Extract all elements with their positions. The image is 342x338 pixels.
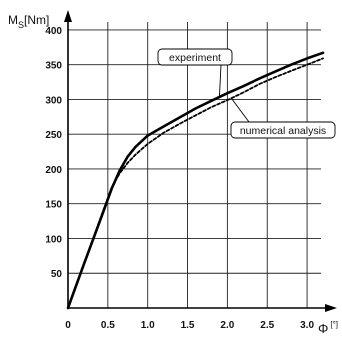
x-axis-title: Φ [°] <box>318 320 338 336</box>
y-tick-label: 100 <box>45 234 62 245</box>
x-tick-label: 1.0 <box>141 320 155 331</box>
series-layer <box>66 51 325 310</box>
annotation-label: experiment <box>169 52 221 64</box>
numerical-analysis-line <box>67 57 324 309</box>
x-tick-label: 0 <box>65 320 71 331</box>
y-axis-arrow <box>64 10 72 22</box>
y-tick-label: 200 <box>45 165 62 176</box>
experiment-line <box>66 51 325 310</box>
annotation-box <box>157 48 233 66</box>
y-axis-title: MS[Nm] <box>8 13 49 30</box>
annotations: experiment numerical analysis <box>157 48 336 139</box>
annotation-label: numerical analysis <box>240 125 326 137</box>
annotation-leader <box>218 64 222 98</box>
y-tick-label: 150 <box>45 200 62 211</box>
axes <box>64 10 337 312</box>
x-tick-label: 0.5 <box>101 320 115 331</box>
x-tick-label: 3.0 <box>300 320 314 331</box>
y-tick-label: 400 <box>45 26 62 37</box>
numerical-analysis-annotation: numerical analysis <box>230 97 336 139</box>
x-tick-label: 2.5 <box>260 320 274 331</box>
tick-labels: 0 0.5 1.0 1.5 2.0 2.5 3.0 50 100 150 200 250 300 350 4… <box>45 26 314 331</box>
y-tick-label: 250 <box>45 130 62 141</box>
annotation-leader <box>231 97 250 123</box>
x-tick-label: 1.5 <box>181 320 195 331</box>
y-tick-label: 350 <box>45 61 62 72</box>
x-tick-label: 2.0 <box>220 320 234 331</box>
experiment-annotation: experiment <box>157 48 233 98</box>
y-tick-label: 50 <box>51 269 63 280</box>
annotation-box <box>230 121 336 139</box>
y-tick-label: 300 <box>45 95 62 106</box>
x-axis-arrow <box>325 304 337 312</box>
